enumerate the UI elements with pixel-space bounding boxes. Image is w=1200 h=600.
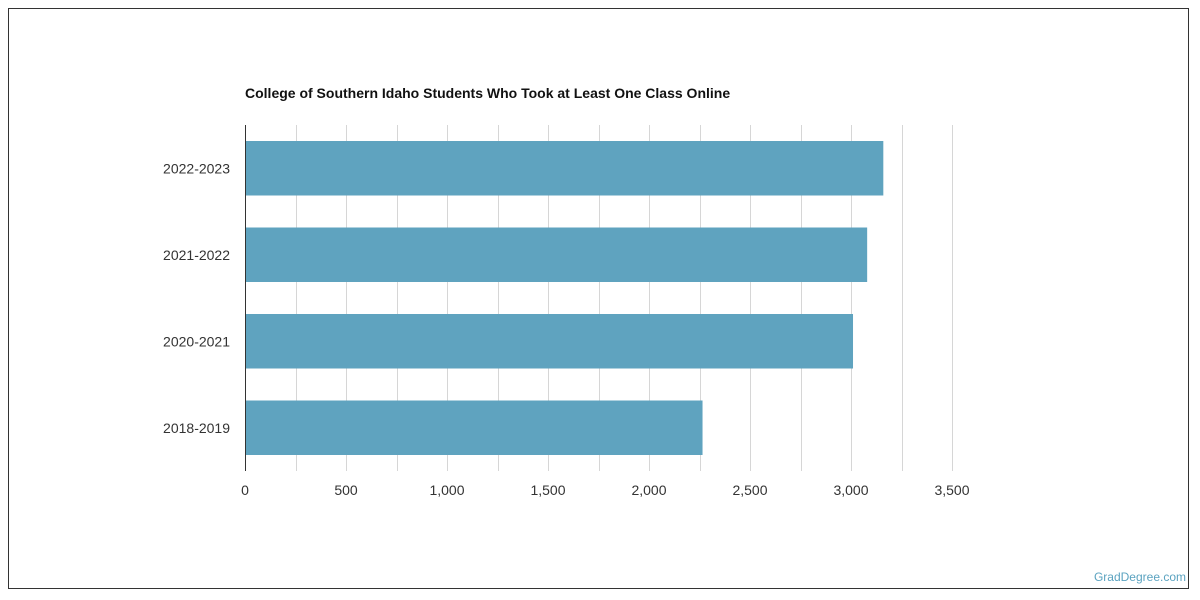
bar bbox=[245, 141, 884, 196]
x-tick-label: 500 bbox=[334, 482, 358, 498]
x-tick-label: 2,000 bbox=[631, 482, 666, 498]
chart-frame bbox=[8, 8, 1189, 589]
category-label: 2018-2019 bbox=[163, 420, 230, 436]
x-tick-label: 3,500 bbox=[934, 482, 969, 498]
x-tick-label: 3,000 bbox=[833, 482, 868, 498]
bar bbox=[245, 227, 868, 282]
category-label: 2020-2021 bbox=[163, 333, 230, 349]
bar bbox=[245, 314, 854, 369]
x-tick-label: 0 bbox=[241, 482, 249, 498]
category-label: 2021-2022 bbox=[163, 247, 230, 263]
x-tick-label: 1,500 bbox=[530, 482, 565, 498]
bar bbox=[245, 400, 703, 455]
watermark[interactable]: GradDegree.com bbox=[1093, 570, 1186, 584]
x-tick-label: 1,000 bbox=[429, 482, 464, 498]
category-label: 2022-2023 bbox=[163, 160, 230, 176]
x-tick-label: 2,500 bbox=[732, 482, 767, 498]
chart-title: College of Southern Idaho Students Who T… bbox=[245, 85, 731, 101]
